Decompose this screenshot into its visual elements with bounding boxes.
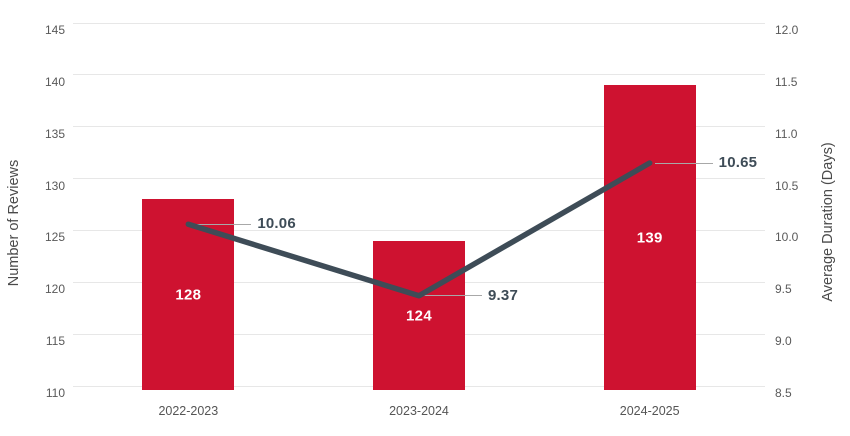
left-axis-tick-label: 130 (44, 178, 65, 193)
bar-value-label: 124 (406, 307, 432, 325)
gridline (73, 74, 765, 76)
data-label-connector (193, 223, 252, 225)
left-axis-tick-label: 135 (44, 126, 65, 141)
left-axis-tick-label: 110 (45, 386, 65, 400)
data-label-connector (424, 295, 482, 297)
bar-value-label: 139 (636, 229, 663, 247)
bar-2022-2023[interactable]: 128 (142, 199, 235, 391)
gridline (73, 126, 765, 128)
gridline (73, 22, 765, 24)
x-axis-category-label: 2022-2023 (158, 404, 219, 418)
right-axis-tick-label: 11.5 (775, 74, 798, 89)
left-axis-tick-label: 140 (44, 74, 65, 89)
right-axis-tick-label: 10.0 (775, 230, 799, 245)
right-axis-tick-label: 12.0 (775, 23, 799, 37)
x-axis-category-label: 2023-2024 (389, 404, 449, 418)
right-axis-tick-label: 11.0 (775, 126, 798, 141)
line-value-label: 9.37 (488, 286, 518, 304)
bar-2024-2025[interactable]: 139 (603, 85, 696, 391)
right-axis-tick-label: 9.5 (775, 282, 792, 297)
left-axis-tick-label: 145 (44, 23, 65, 37)
right-axis-tick-label: 8.5 (775, 386, 792, 400)
line-value-label: 10.06 (257, 215, 296, 233)
right-axis-tick-label: 10.5 (775, 178, 799, 193)
right-axis-title: Average Duration (Days) (820, 142, 836, 302)
x-axis-category-label: 2024-2025 (619, 404, 680, 418)
left-axis-tick-label: 125 (44, 230, 65, 245)
left-axis-tick-label: 115 (45, 334, 65, 349)
line-value-label: 10.65 (718, 154, 758, 171)
left-axis-tick-label: 120 (44, 282, 65, 297)
bar-2023-2024[interactable]: 124 (373, 240, 465, 391)
bar-value-label: 128 (175, 286, 202, 304)
data-label-connector (654, 162, 713, 164)
right-axis-tick-label: 9.0 (775, 334, 792, 349)
